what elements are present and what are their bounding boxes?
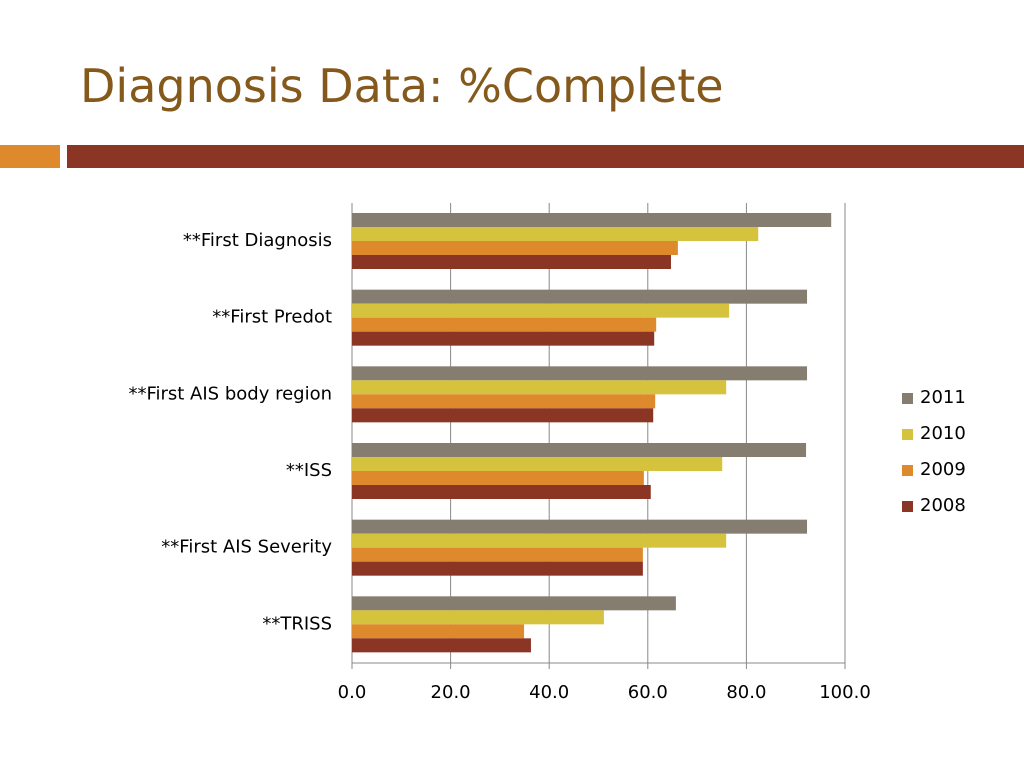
x-tick-label: 80.0	[726, 682, 766, 703]
bar	[352, 366, 808, 381]
x-tick-label: 0.0	[338, 682, 367, 703]
bar	[352, 457, 723, 471]
legend-swatch	[902, 393, 913, 404]
accent-bar	[0, 145, 60, 168]
x-tick-label: 100.0	[819, 682, 871, 703]
y-tick-label: **First Diagnosis	[183, 230, 332, 251]
accent-bar	[67, 145, 1024, 168]
legend-label: 2010	[920, 423, 966, 444]
bar	[352, 380, 727, 395]
x-tick-label: 40.0	[529, 682, 569, 703]
bar	[352, 303, 730, 318]
bar	[352, 624, 525, 639]
y-tick-label: **First Predot	[212, 307, 332, 328]
bar	[352, 227, 759, 241]
bar	[352, 485, 651, 499]
bar	[352, 394, 656, 409]
slide-title: Diagnosis Data: %Complete	[80, 59, 724, 113]
bar	[352, 443, 807, 457]
y-tick-label: **ISS	[286, 460, 332, 481]
bar	[352, 596, 676, 611]
y-tick-label: **First AIS Severity	[161, 537, 332, 558]
bar	[352, 519, 808, 534]
bar	[352, 241, 678, 255]
bar	[352, 289, 808, 304]
bar	[352, 331, 655, 346]
legend-swatch	[902, 465, 913, 476]
bar	[352, 317, 657, 332]
bar	[352, 213, 832, 227]
legend-swatch	[902, 429, 913, 440]
bar	[352, 610, 604, 625]
bar	[352, 255, 671, 269]
bar	[352, 638, 531, 653]
x-tick-label: 20.0	[431, 682, 471, 703]
legend-label: 2011	[920, 387, 966, 408]
legend-label: 2008	[920, 495, 966, 516]
y-tick-label: **TRISS	[262, 613, 332, 634]
x-tick-label: 60.0	[628, 682, 668, 703]
bar	[352, 561, 643, 576]
legend-label: 2009	[920, 459, 966, 480]
legend-swatch	[902, 501, 913, 512]
bar	[352, 547, 643, 562]
bar	[352, 471, 644, 485]
y-tick-label: **First AIS body region	[128, 383, 332, 404]
bar	[352, 408, 654, 423]
bar	[352, 533, 727, 548]
